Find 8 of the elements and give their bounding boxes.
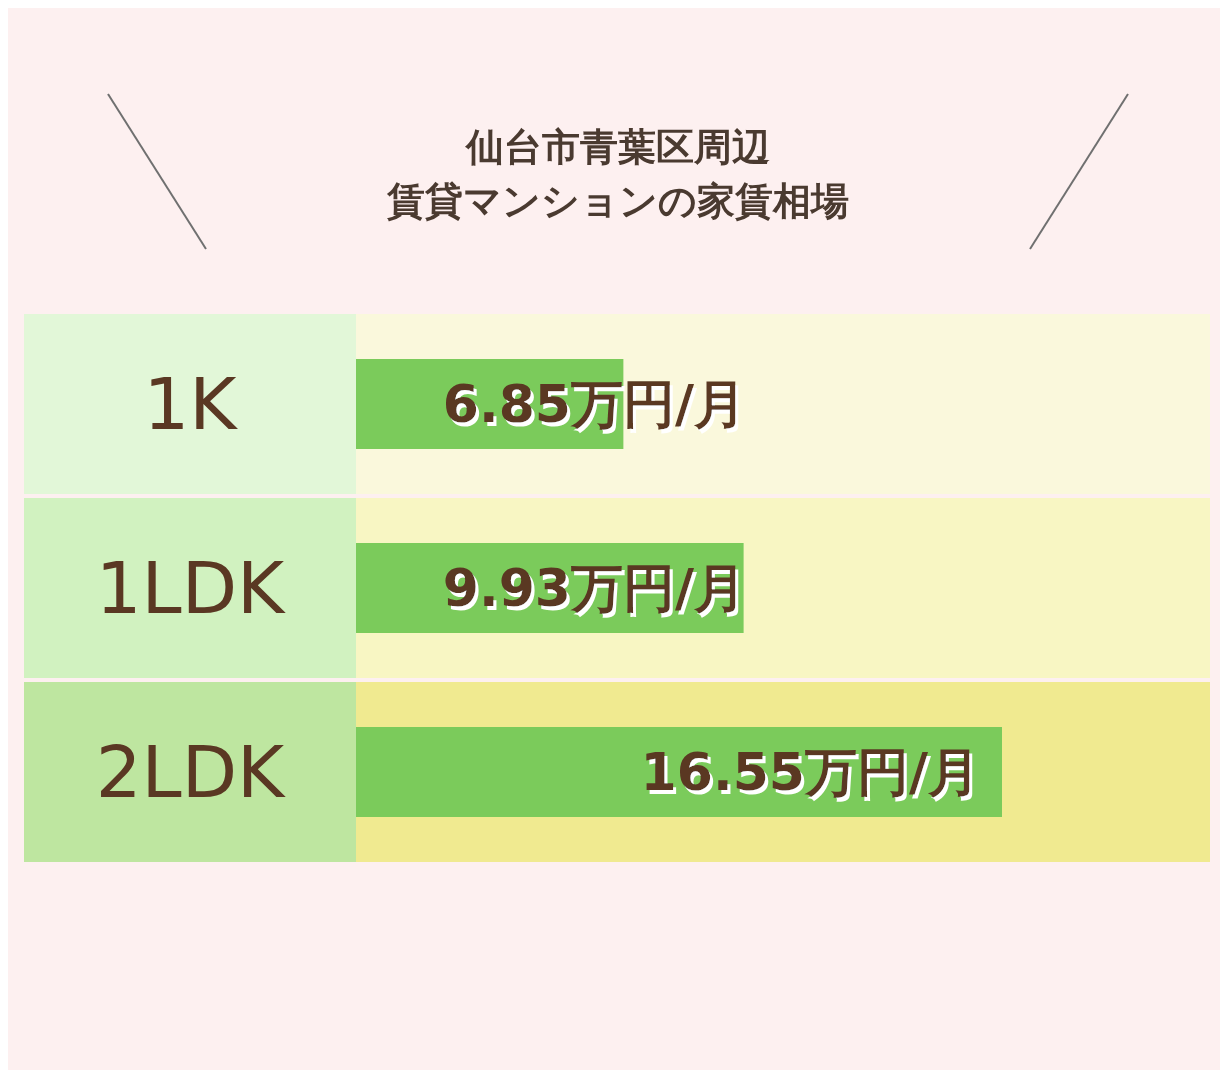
data-label: 6.85万円/月 xyxy=(442,374,746,435)
chart-subtitle: 賃貸マンションの家賃相場 xyxy=(386,179,849,223)
data-label: 16.55万円/月 xyxy=(640,742,980,803)
y-tick-label: 1LDK xyxy=(95,546,287,631)
chart-title: 仙台市青葉区周辺 xyxy=(464,125,770,169)
data-label: 9.93万円/月 xyxy=(442,558,746,619)
y-tick-label: 1K xyxy=(143,362,239,447)
y-tick-label: 2LDK xyxy=(95,730,287,815)
